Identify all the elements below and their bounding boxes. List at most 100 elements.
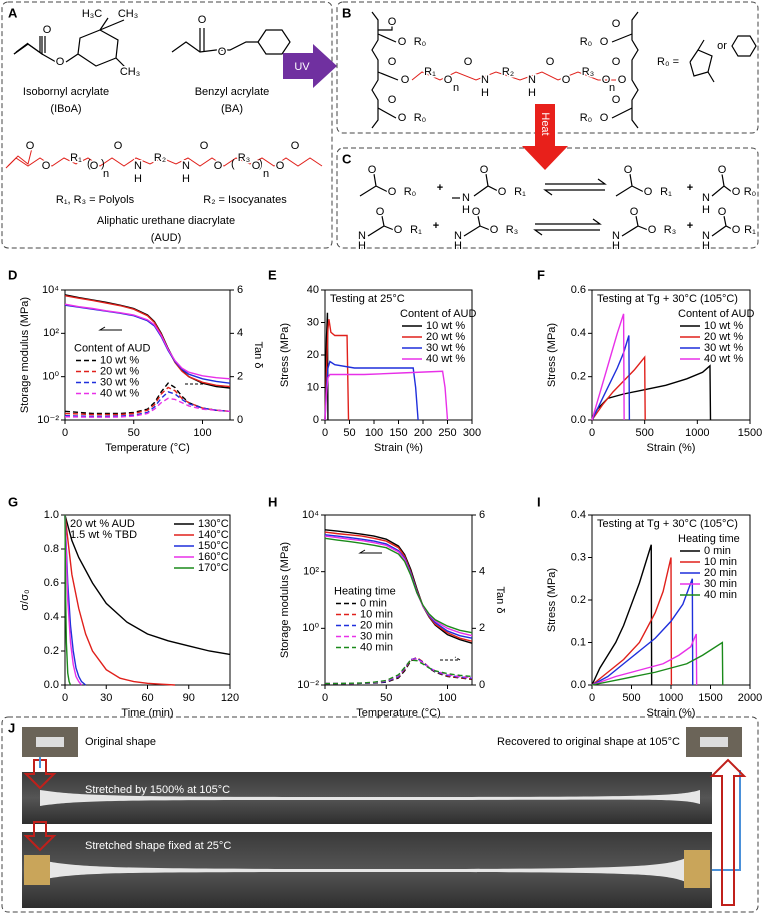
legend-label: 10 min bbox=[360, 608, 393, 620]
legend-label: 10 wt % bbox=[100, 354, 139, 366]
atom-label: O bbox=[398, 112, 407, 124]
legend-label: 130°C bbox=[198, 518, 229, 530]
atom-label: O bbox=[252, 160, 261, 172]
legend-label: 10 min bbox=[704, 556, 737, 568]
atom-label: O bbox=[600, 36, 609, 48]
panel-letter: I bbox=[537, 494, 541, 509]
atom-label: H bbox=[454, 240, 462, 252]
atom-label: O bbox=[648, 224, 657, 236]
x-tick-label: 1500 bbox=[738, 427, 762, 439]
atom-label: + bbox=[433, 220, 439, 232]
atom-label: H bbox=[612, 240, 620, 252]
atom-label: O bbox=[498, 186, 507, 198]
data-line bbox=[325, 659, 473, 685]
structure-exchange bbox=[359, 173, 735, 237]
plot-frame bbox=[324, 514, 473, 686]
photo-caption: Stretched by 1500% at 105°C bbox=[85, 784, 230, 796]
y2-tick-label: 2 bbox=[237, 371, 243, 383]
panel-letter: C bbox=[342, 151, 352, 166]
data-line bbox=[64, 514, 72, 686]
x-axis-label: Time (min) bbox=[121, 707, 173, 719]
legend-label: 10 wt % bbox=[704, 320, 743, 332]
x-tick-label: 100 bbox=[193, 427, 211, 439]
legend-label: 10 wt % bbox=[426, 320, 465, 332]
y2-axis-label: Tan δ bbox=[494, 587, 506, 614]
atom-label: O bbox=[90, 160, 99, 172]
panel-frame bbox=[1, 1, 333, 249]
structure-iboa bbox=[13, 17, 127, 69]
y2-tick-label: 4 bbox=[479, 566, 485, 578]
photo-clamp bbox=[24, 855, 50, 885]
atom-label: or bbox=[717, 40, 727, 52]
y-tick-label: 0.2 bbox=[571, 371, 586, 383]
x-tick-label: 0 bbox=[62, 692, 68, 704]
legend-title: Heating time bbox=[334, 585, 396, 597]
legend-label: 20 min bbox=[704, 567, 737, 579]
atom-label: O bbox=[612, 56, 621, 68]
atom-label: O bbox=[26, 140, 35, 152]
atom-label: N bbox=[612, 230, 620, 242]
legend-label: 40 wt % bbox=[704, 353, 743, 365]
atom-label: O bbox=[291, 140, 300, 152]
y-tick-label: 0.4 bbox=[571, 327, 586, 339]
x-tick-label: 0 bbox=[589, 427, 595, 439]
atom-label: R₁ bbox=[744, 224, 756, 236]
legend-label: 40 wt % bbox=[100, 387, 139, 399]
bracket: ( bbox=[87, 158, 91, 170]
x-tick-label: 30 bbox=[100, 692, 112, 704]
atom-label: R₀ bbox=[744, 186, 757, 198]
y-tick-label: 0.4 bbox=[571, 509, 586, 521]
photo-caption: Recovered to original shape at 105°C bbox=[497, 736, 680, 748]
atom-label: + bbox=[687, 182, 693, 194]
legend-title: Content of AUD bbox=[400, 308, 476, 320]
atom-label: O bbox=[618, 74, 627, 86]
annotation: Testing at 25°C bbox=[330, 293, 405, 305]
y-tick-label: 0.0 bbox=[571, 679, 586, 691]
panel-letter: J bbox=[8, 720, 15, 735]
data-line bbox=[64, 303, 231, 380]
legend-label: 150°C bbox=[198, 540, 229, 552]
atom-label: N bbox=[481, 74, 489, 86]
atom-label: O bbox=[368, 164, 377, 176]
legend-label: 0 min bbox=[704, 545, 731, 557]
y-tick-label: 10⁻² bbox=[297, 679, 319, 691]
atom-label: R₃ bbox=[506, 224, 518, 236]
compound-name: Isobornyl acrylate bbox=[23, 86, 109, 98]
atom-label: O bbox=[624, 164, 633, 176]
y-tick-label: 0.3 bbox=[571, 551, 586, 563]
x-axis-label: Strain (%) bbox=[647, 442, 696, 454]
y-tick-label: 0.4 bbox=[44, 611, 59, 623]
atom-label: CH₃ bbox=[120, 66, 140, 78]
atom-label: + bbox=[687, 220, 693, 232]
data-line bbox=[64, 514, 176, 686]
data-line bbox=[325, 657, 473, 685]
atom-label: H bbox=[134, 173, 142, 185]
atom-label: O bbox=[612, 18, 621, 30]
atom-label: R₁ bbox=[70, 152, 82, 164]
x-tick-label: 500 bbox=[635, 427, 653, 439]
atom-label: N bbox=[182, 160, 190, 172]
atom-label: R₀ bbox=[414, 36, 427, 48]
data-line bbox=[324, 360, 419, 421]
photo-sample bbox=[40, 790, 700, 806]
atom-label: H bbox=[702, 240, 710, 252]
atom-label: O bbox=[276, 160, 285, 172]
x-tick-label: 1000 bbox=[659, 692, 683, 704]
x-tick-label: 0 bbox=[62, 427, 68, 439]
compound-name: Aliphatic urethane diacrylate bbox=[97, 215, 235, 227]
atom-label: H bbox=[481, 87, 489, 99]
atom-label: O bbox=[602, 74, 611, 86]
y-tick-label: 1.0 bbox=[44, 509, 59, 521]
bracket: ( bbox=[231, 158, 235, 170]
legend-title: Content of AUD bbox=[74, 342, 150, 354]
x-axis-label: Temperature (°C) bbox=[105, 442, 189, 454]
atom-label: R₃ bbox=[664, 224, 676, 236]
atom-label: N bbox=[462, 192, 470, 204]
atom-label: n bbox=[453, 82, 459, 94]
atom-label: O bbox=[218, 46, 227, 58]
structure-ba bbox=[171, 28, 291, 55]
atom-label: R₃ bbox=[238, 152, 250, 164]
y-tick-label: 30 bbox=[307, 316, 319, 328]
uv-arrow bbox=[283, 44, 337, 88]
